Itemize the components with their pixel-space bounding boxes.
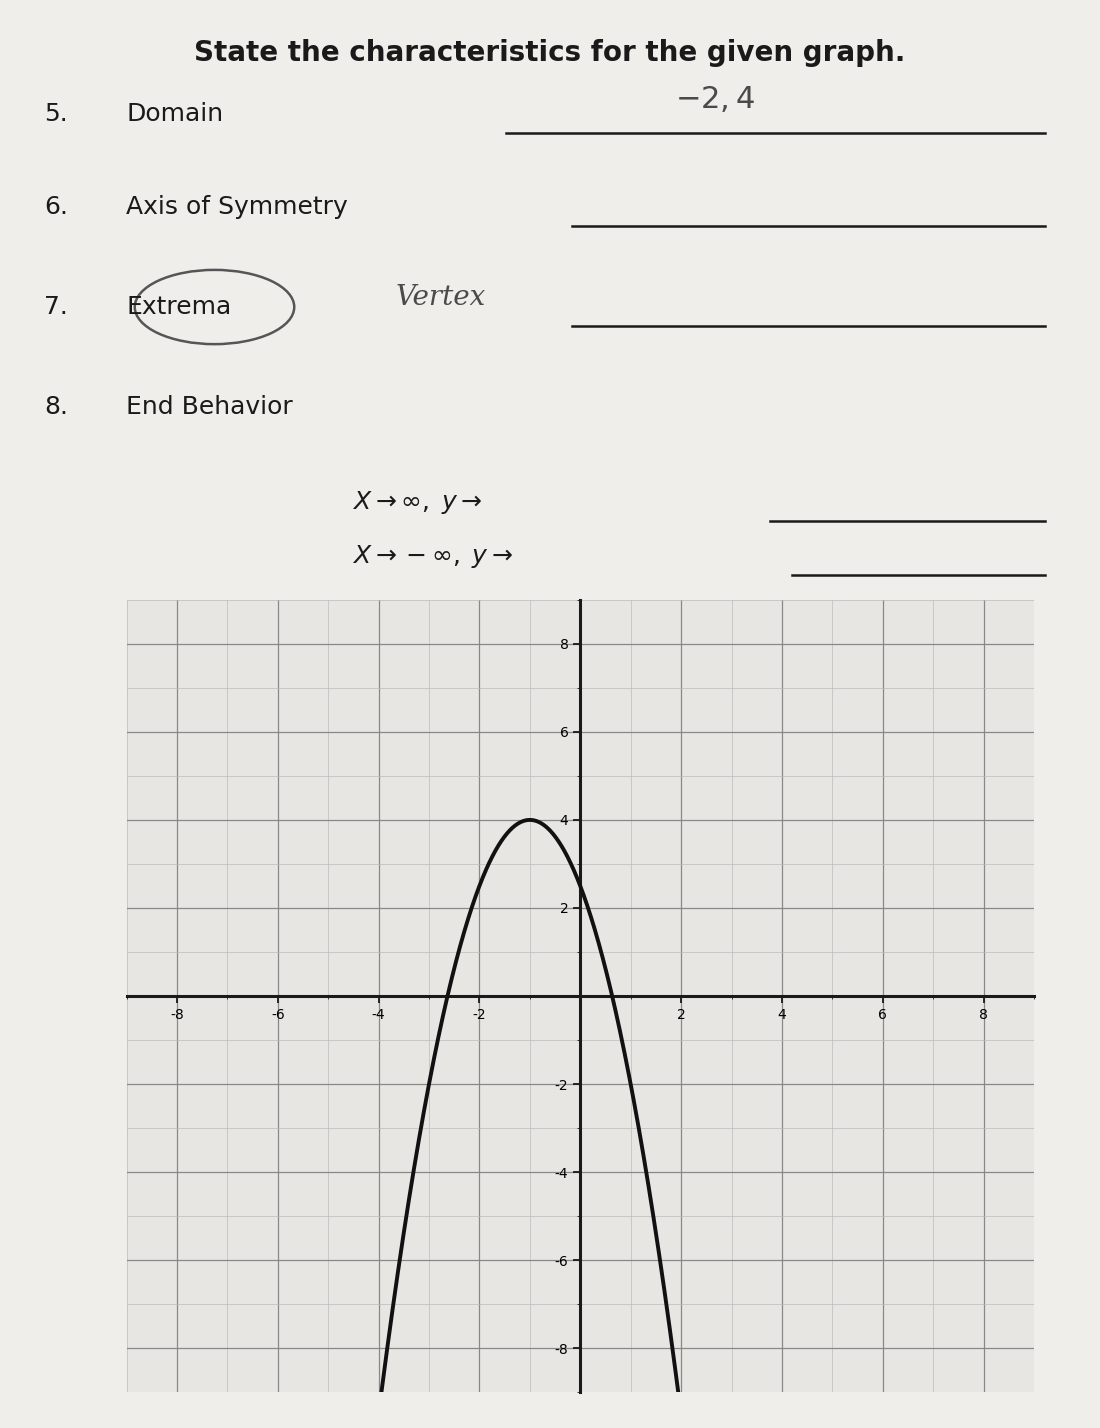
Text: 5.: 5. bbox=[44, 103, 68, 126]
Text: End Behavior: End Behavior bbox=[126, 396, 294, 418]
Text: 6.: 6. bbox=[44, 196, 68, 218]
Text: Domain: Domain bbox=[126, 103, 223, 126]
Text: 7.: 7. bbox=[44, 296, 68, 318]
Text: $-2,4$: $-2,4$ bbox=[675, 84, 755, 116]
Text: Extrema: Extrema bbox=[126, 296, 232, 318]
Text: Vertex: Vertex bbox=[396, 284, 486, 310]
Text: $X \rightarrow \infty,\; y \rightarrow$: $X \rightarrow \infty,\; y \rightarrow$ bbox=[352, 490, 483, 516]
Text: State the characteristics for the given graph.: State the characteristics for the given … bbox=[195, 39, 905, 67]
Text: Axis of Symmetry: Axis of Symmetry bbox=[126, 196, 349, 218]
Text: 8.: 8. bbox=[44, 396, 68, 418]
Text: $X \rightarrow -\infty,\; y \rightarrow$: $X \rightarrow -\infty,\; y \rightarrow$ bbox=[352, 544, 514, 570]
